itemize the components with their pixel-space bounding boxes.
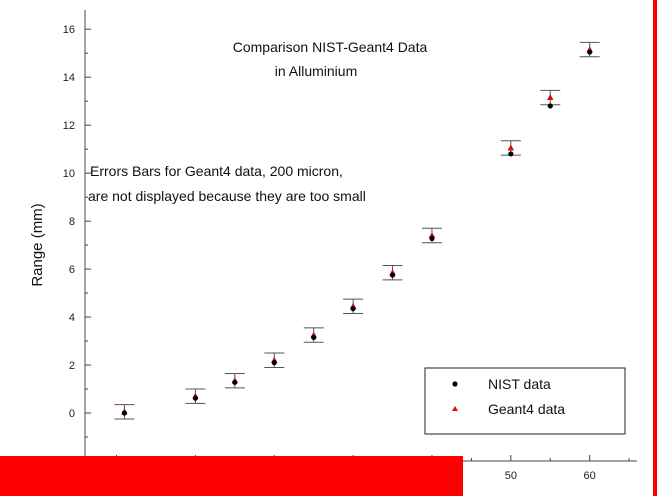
geant4-point	[507, 144, 515, 151]
y-tick-label: 6	[69, 264, 75, 276]
legend-box	[424, 367, 626, 435]
y-axis-label: Range (mm)	[29, 203, 46, 286]
nist-point	[192, 395, 198, 401]
nist-point	[389, 272, 396, 278]
y-tick-label: 0	[69, 408, 75, 420]
y-tick-label: 16	[63, 24, 75, 36]
legend-marker-geant4	[452, 406, 458, 411]
chart-subtitle: in Alluminium	[275, 63, 357, 79]
y-tick-label: 8	[69, 216, 75, 228]
red-overlay-bar	[0, 456, 463, 496]
legend: NIST data Geant4 data	[424, 367, 626, 435]
y-tick-label: 2	[69, 360, 75, 372]
nist-point	[587, 49, 593, 55]
nist-point	[271, 360, 277, 366]
nist-point	[121, 410, 128, 416]
nist-point	[508, 151, 514, 157]
y-tick-label: 14	[63, 72, 75, 84]
right-edge-stripe	[653, 0, 657, 496]
y-tick-label: 10	[63, 168, 75, 180]
geant4-point	[547, 94, 554, 101]
annotation-line-2: are not displayed because they are too s…	[88, 188, 366, 204]
nist-point	[311, 334, 317, 341]
nist-point	[429, 235, 435, 241]
legend-label-nist: NIST data	[488, 376, 551, 392]
x-tick-label: 60	[584, 470, 596, 482]
nist-point	[232, 379, 238, 385]
chart-title: Comparison NIST-Geant4 Data	[233, 39, 428, 55]
annotation-line-1: Errors Bars for Geant4 data, 200 micron,	[90, 163, 343, 179]
nist-point	[547, 103, 553, 109]
y-tick-label: 4	[69, 312, 75, 324]
y-axis-ticks: -20246810121416	[63, 24, 91, 468]
nist-point	[350, 306, 356, 312]
y-tick-label: 12	[63, 120, 75, 132]
data-points	[114, 41, 600, 420]
x-tick-label: 50	[505, 470, 517, 482]
legend-marker-nist	[452, 381, 458, 387]
legend-label-geant4: Geant4 data	[488, 401, 565, 417]
